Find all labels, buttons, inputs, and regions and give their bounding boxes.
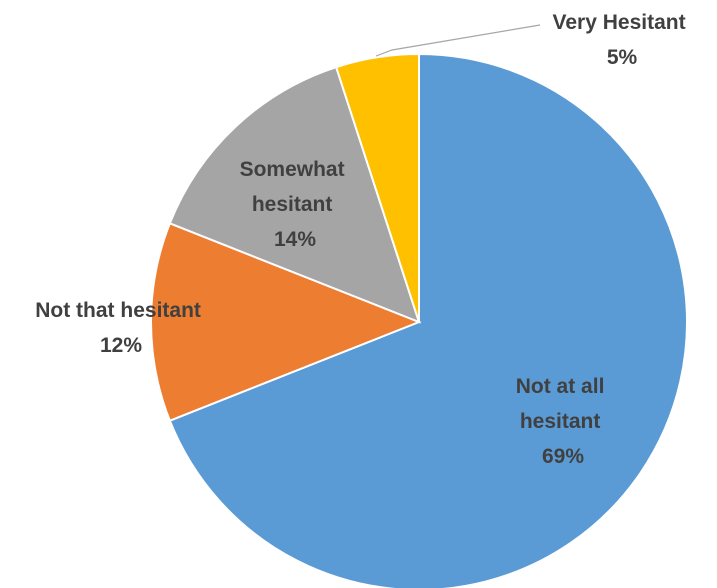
pie-slices xyxy=(150,52,688,588)
slice-label-not-at-all-hesitant: Not at all hesitant 69% xyxy=(516,375,611,468)
slice-label-somewhat-hesitant: Somewhat hesitant 14% xyxy=(240,158,351,251)
pie-slice-not-at-all-hesitant xyxy=(168,52,688,588)
pie-labels: Not at all hesitant 69% Not that hesitan… xyxy=(35,11,692,468)
pie-slice-very-hesitant xyxy=(334,52,420,323)
very-hesitant-leader-line xyxy=(375,24,541,57)
slice-label-not-that-hesitant: Not that hesitant 12% xyxy=(35,299,207,357)
slice-label-very-hesitant: Very Hesitant 5% xyxy=(553,11,692,69)
pie-slice-not-that-hesitant xyxy=(150,222,422,422)
